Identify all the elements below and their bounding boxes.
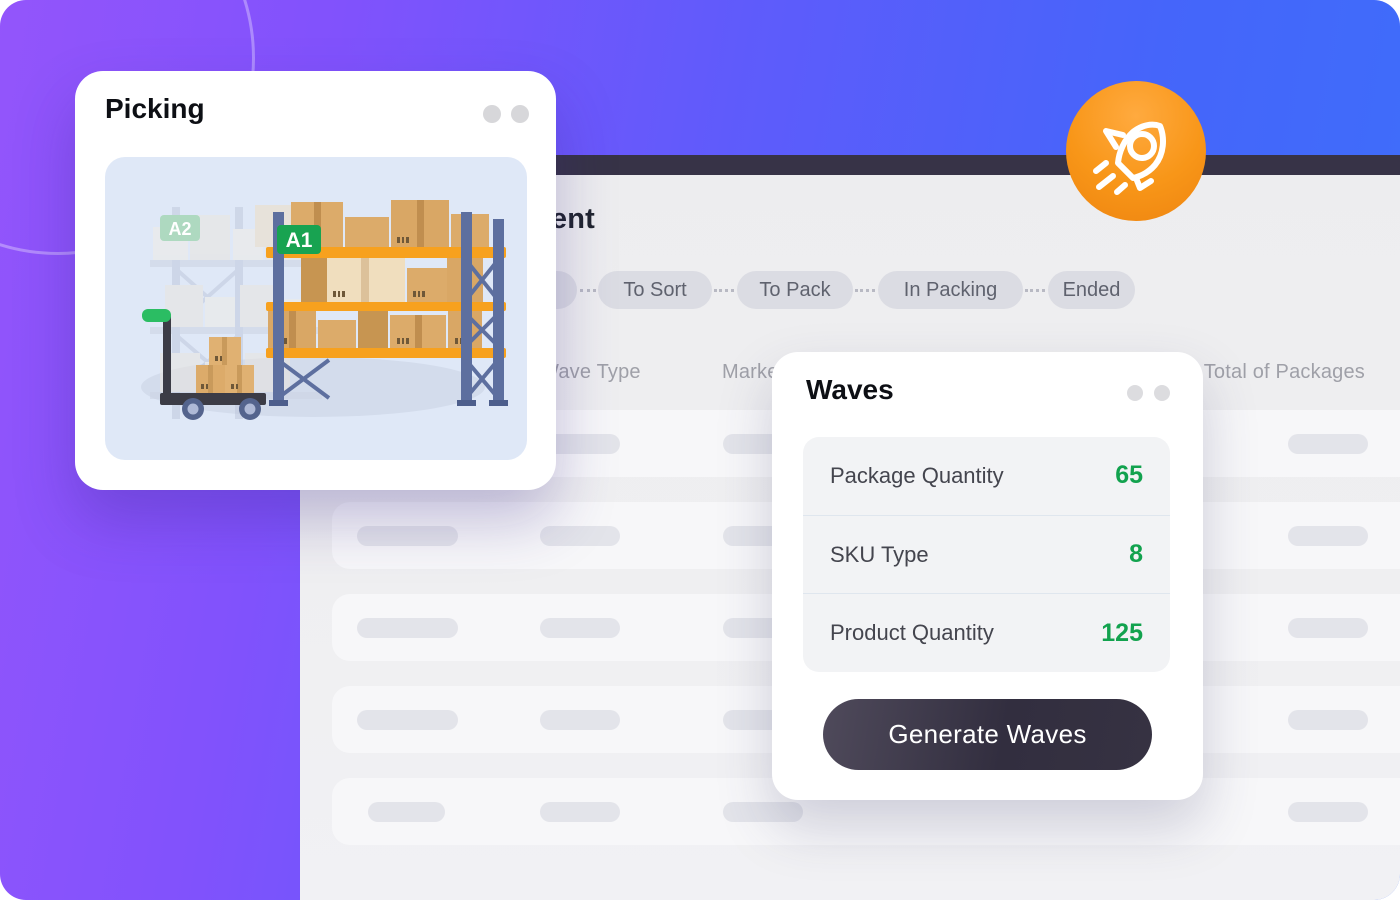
pill-connector bbox=[714, 289, 734, 292]
waves-card-title: Waves bbox=[806, 374, 894, 405]
skeleton-cell bbox=[357, 526, 458, 546]
warehouse-illustration: A2 bbox=[105, 157, 527, 460]
skeleton-cell bbox=[1288, 434, 1368, 454]
filter-pill-to-sort[interactable]: To Sort bbox=[598, 271, 712, 309]
column-header-total-packages: Total of Packages bbox=[1203, 361, 1365, 383]
skeleton-cell bbox=[357, 618, 458, 638]
window-control-dot[interactable] bbox=[1154, 385, 1170, 401]
stat-label: Package Quantity bbox=[830, 462, 1004, 488]
skeleton-cell bbox=[1288, 710, 1368, 730]
pill-connector bbox=[855, 289, 875, 292]
filter-pill-ended[interactable]: Ended bbox=[1048, 271, 1135, 309]
stat-label: SKU Type bbox=[830, 541, 929, 567]
skeleton-cell bbox=[540, 434, 620, 454]
stat-value: 8 bbox=[1129, 540, 1143, 568]
rocket-badge[interactable] bbox=[1066, 81, 1206, 221]
skeleton-cell bbox=[368, 802, 445, 822]
stat-row-product-quantity: Product Quantity 125 bbox=[803, 593, 1170, 672]
window-control-dot[interactable] bbox=[511, 105, 529, 123]
pill-connector bbox=[1025, 289, 1045, 292]
column-header-wave-type: Wave Type bbox=[540, 361, 641, 383]
stat-label: Product Quantity bbox=[830, 620, 994, 646]
skeleton-cell bbox=[1288, 802, 1368, 822]
stat-value: 65 bbox=[1115, 461, 1143, 490]
skeleton-cell bbox=[1288, 526, 1368, 546]
waves-card: Waves Package Quantity 65 SKU Type 8 Pro… bbox=[772, 352, 1203, 800]
skeleton-cell bbox=[357, 710, 458, 730]
stat-row-package-quantity: Package Quantity 65 bbox=[803, 437, 1170, 515]
skeleton-cell bbox=[723, 802, 803, 822]
generate-waves-button[interactable]: Generate Waves bbox=[823, 699, 1152, 770]
window-control-dot[interactable] bbox=[1127, 385, 1143, 401]
rocket-icon bbox=[1093, 121, 1166, 195]
filter-pill-in-packing[interactable]: In Packing bbox=[878, 271, 1023, 309]
rack-a1-label: A1 bbox=[286, 229, 313, 252]
stat-value: 125 bbox=[1101, 618, 1143, 647]
skeleton-cell bbox=[540, 802, 620, 822]
skeleton-cell bbox=[540, 526, 620, 546]
waves-stats: Package Quantity 65 SKU Type 8 Product Q… bbox=[803, 437, 1170, 672]
rack-a2-label: A2 bbox=[168, 219, 191, 239]
window-control-dot[interactable] bbox=[483, 105, 501, 123]
pill-connector bbox=[580, 289, 596, 292]
picking-card-title: Picking bbox=[105, 93, 205, 124]
filter-pill-to-pack[interactable]: To Pack bbox=[737, 271, 853, 309]
skeleton-cell bbox=[1288, 618, 1368, 638]
skeleton-cell bbox=[540, 618, 620, 638]
stat-row-sku-type: SKU Type 8 bbox=[803, 514, 1170, 594]
skeleton-cell bbox=[540, 710, 620, 730]
picking-card: Picking bbox=[75, 71, 556, 490]
warehouse-illustration-svg: A2 bbox=[141, 200, 508, 420]
